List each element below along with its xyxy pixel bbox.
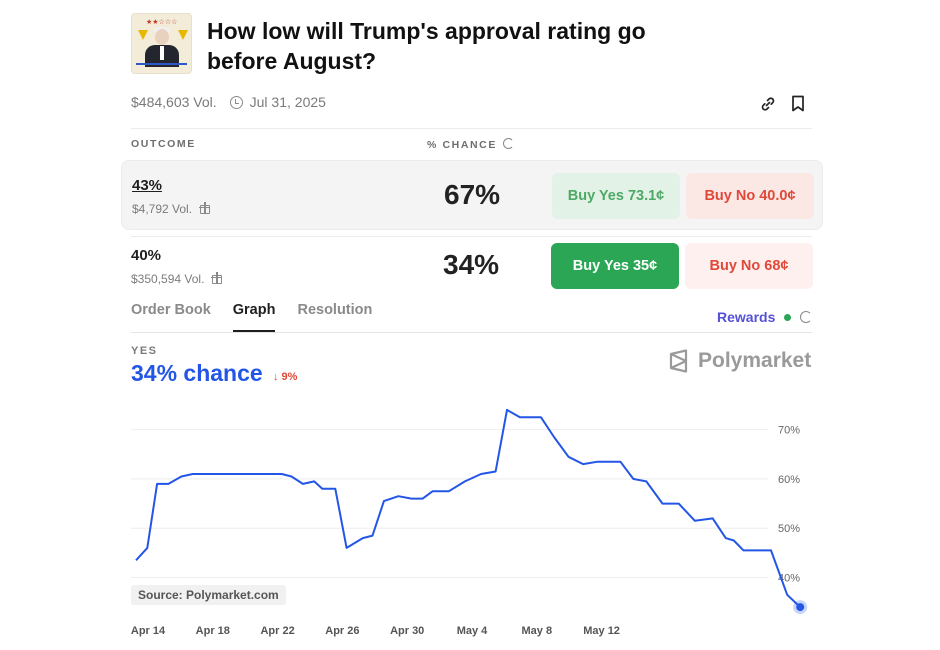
x-tick-label: May 12 xyxy=(583,625,620,637)
x-tick-label: Apr 26 xyxy=(325,625,359,637)
x-tick-label: Apr 14 xyxy=(131,625,166,637)
tab-graph[interactable]: Graph xyxy=(232,302,276,332)
chance-header-label: % CHANCE xyxy=(427,139,497,151)
buy-yes-button[interactable]: Buy Yes 73.1¢ xyxy=(552,173,680,219)
brand-name: Polymarket xyxy=(698,349,812,372)
outcome-chance: 34% xyxy=(443,249,500,280)
stars-graphic: ★★☆☆☆ xyxy=(146,19,178,26)
x-tick-label: May 8 xyxy=(522,625,553,637)
market-thumbnail: ★★☆☆☆ xyxy=(131,13,192,74)
x-tick-label: Apr 30 xyxy=(390,625,424,637)
outcome-header: OUTCOME xyxy=(131,138,196,150)
outcome-row[interactable]: 40% $350,594 Vol. 34% Buy Yes 35¢ Buy No… xyxy=(121,231,823,301)
buy-no-button[interactable]: Buy No 68¢ xyxy=(685,243,813,289)
y-tick-label: 50% xyxy=(778,523,800,535)
market-title: How low will Trump's approval rating go … xyxy=(207,18,646,74)
x-tick-label: Apr 18 xyxy=(196,625,230,637)
outcome-chance: 67% xyxy=(444,179,501,210)
chart-source: Source: Polymarket.com xyxy=(131,585,286,605)
link-icon[interactable] xyxy=(760,96,776,112)
rewards-label[interactable]: Rewards xyxy=(717,309,776,325)
chance-delta: ↓ 9% xyxy=(273,371,298,383)
divider xyxy=(131,236,812,237)
y-tick-label: 60% xyxy=(778,474,800,486)
down-arrow-icon xyxy=(178,30,188,40)
outcome-row[interactable]: 43% $4,792 Vol. 67% Buy Yes 73.1¢ Buy No… xyxy=(121,160,823,230)
polymarket-icon xyxy=(669,349,688,373)
status-dot-icon xyxy=(784,313,792,321)
current-point-halo xyxy=(793,600,808,615)
outcome-volume: $4,792 Vol. xyxy=(132,202,211,216)
bookmark-icon[interactable] xyxy=(791,95,805,112)
market-end-date: Jul 31, 2025 xyxy=(249,94,326,110)
buy-yes-button[interactable]: Buy Yes 35¢ xyxy=(551,243,679,289)
y-tick-label: 40% xyxy=(778,573,800,585)
divider xyxy=(131,128,812,129)
outcome-name[interactable]: 40% xyxy=(131,247,162,264)
refresh-icon[interactable] xyxy=(800,311,813,323)
rewards-button[interactable]: Rewards xyxy=(717,309,813,325)
outcome-name[interactable]: 43% xyxy=(132,177,163,194)
graph-chance: 34% chance xyxy=(131,360,263,386)
market-meta: $484,603 Vol. Jul 31, 2025 xyxy=(131,94,326,110)
refresh-icon[interactable] xyxy=(502,138,514,149)
market-volume: $484,603 Vol. xyxy=(131,94,217,110)
chance-header: % CHANCE xyxy=(427,138,514,151)
series-line xyxy=(135,408,801,608)
outcome-volume: $350,594 Vol. xyxy=(131,272,223,286)
x-tick-label: May 4 xyxy=(457,625,488,637)
polymarket-logo: Polymarket xyxy=(668,349,811,373)
gift-icon xyxy=(199,202,211,214)
tab-resolution[interactable]: Resolution xyxy=(297,302,373,318)
clock-icon xyxy=(229,95,243,109)
buy-no-button[interactable]: Buy No 40.0¢ xyxy=(686,173,814,219)
y-tick-label: 70% xyxy=(778,425,800,437)
detail-tabs: Order Book Graph Resolution xyxy=(131,302,394,332)
x-tick-label: Apr 22 xyxy=(260,625,294,637)
graph-outcome-label: YES xyxy=(131,345,158,357)
gift-icon xyxy=(211,272,223,284)
tabs-underline xyxy=(131,332,812,333)
tab-order-book[interactable]: Order Book xyxy=(131,302,211,318)
down-arrow-icon xyxy=(138,30,148,40)
current-point xyxy=(796,603,805,612)
market-header: ★★☆☆☆ How low will Trump's approval rati… xyxy=(131,13,677,76)
